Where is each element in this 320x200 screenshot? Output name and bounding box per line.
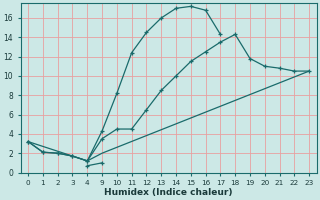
X-axis label: Humidex (Indice chaleur): Humidex (Indice chaleur) — [104, 188, 233, 197]
